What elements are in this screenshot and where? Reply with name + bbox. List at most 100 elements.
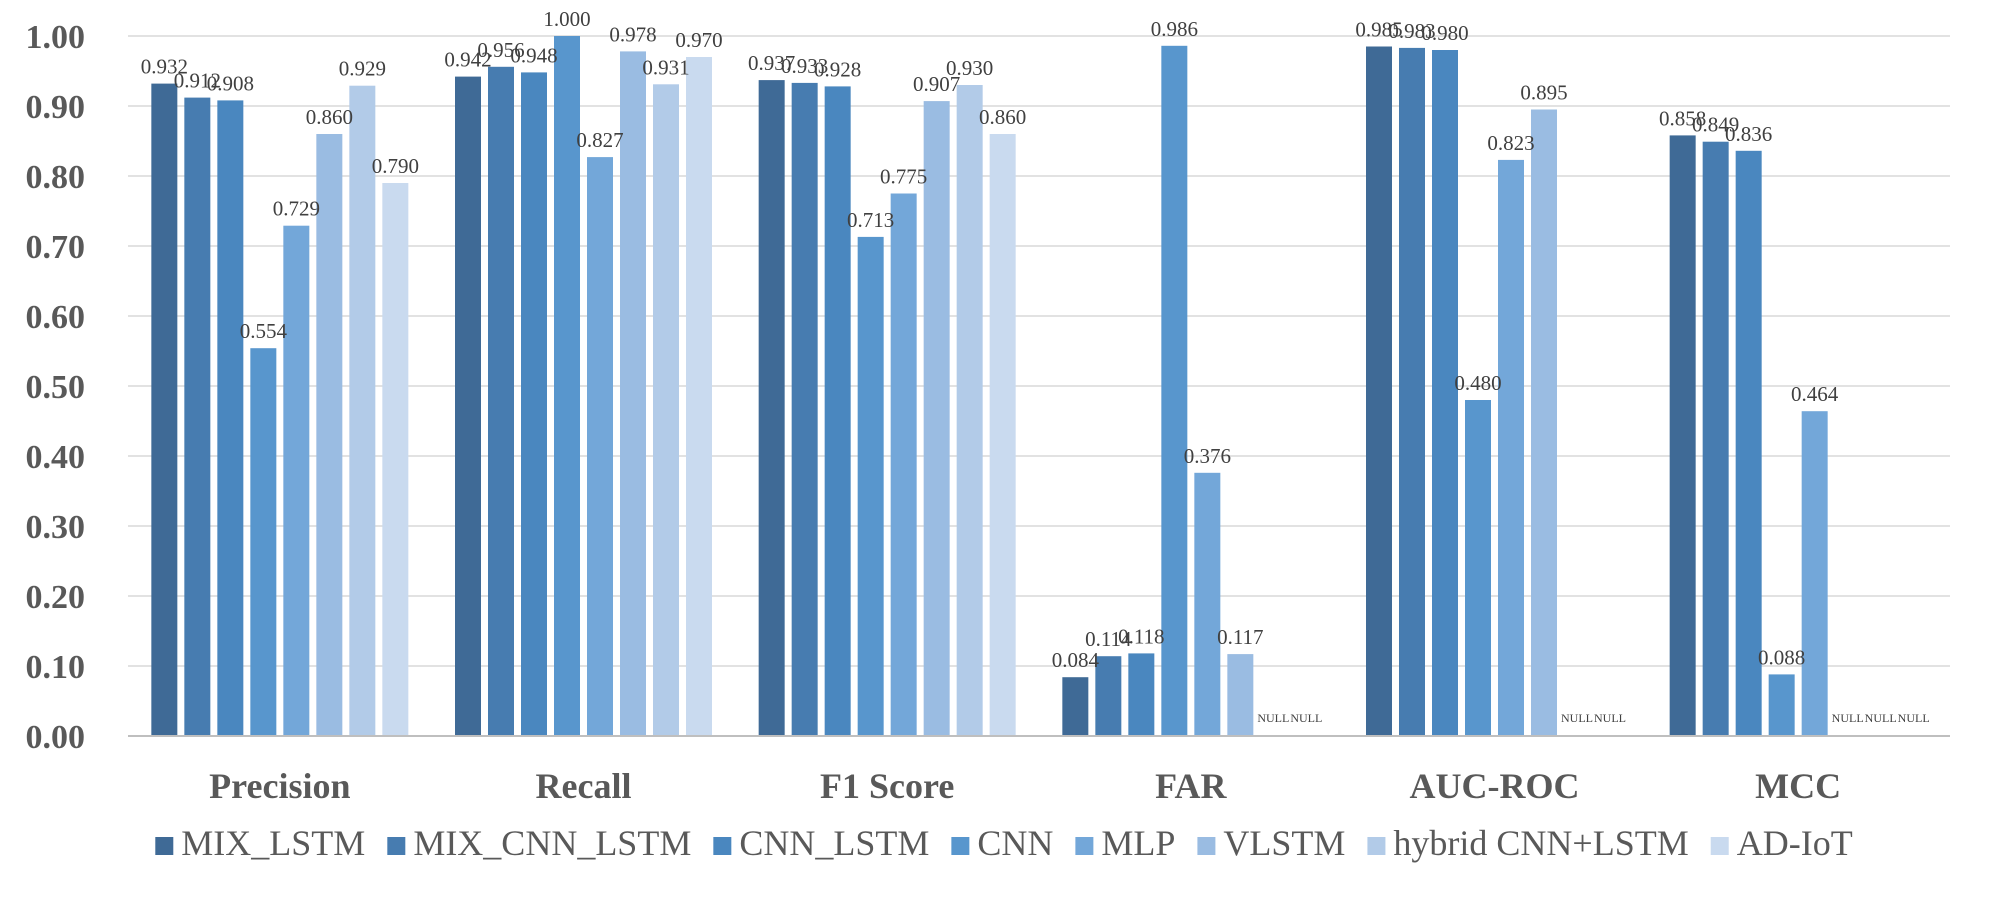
data-label: 0.980: [1421, 21, 1468, 45]
bar: [923, 101, 950, 737]
data-label: 0.930: [946, 56, 993, 80]
bar: [824, 86, 851, 736]
data-label: 0.937: [748, 51, 795, 75]
data-label: 0.942: [444, 48, 491, 72]
legend-item: hybrid CNN+LSTM: [1367, 823, 1689, 863]
bar: [1128, 653, 1155, 736]
legend-label: hybrid CNN+LSTM: [1393, 823, 1688, 863]
bar: [686, 57, 712, 736]
null-label: NULL: [1290, 711, 1322, 725]
data-label: 0.978: [609, 22, 656, 46]
bar: [1161, 45, 1188, 737]
data-label: 0.860: [306, 105, 353, 129]
data-label: 0.790: [372, 154, 419, 178]
null-label: NULL: [1561, 711, 1593, 725]
bar: [1366, 46, 1392, 736]
data-label: 0.895: [1520, 81, 1567, 105]
bar: [587, 157, 613, 737]
data-label: 0.929: [339, 57, 386, 81]
data-label: 0.117: [1217, 625, 1263, 649]
bar: [1801, 411, 1828, 736]
data-label: 0.118: [1118, 624, 1164, 648]
data-label: 0.908: [207, 71, 254, 95]
legend-swatch: [155, 837, 174, 855]
data-label: 0.823: [1487, 131, 1534, 155]
null-label: NULL: [1257, 711, 1289, 725]
legend-swatch: [713, 837, 732, 855]
legend-swatch: [387, 837, 406, 855]
bar: [989, 134, 1016, 736]
legend: MIX_LSTM MIX_CNN_LSTM CNN_LSTM CNN MLP VLSTM h…: [155, 823, 1853, 863]
data-label: 0.928: [814, 57, 861, 81]
bar: [250, 348, 277, 736]
x-category-label: Recall: [536, 766, 632, 806]
bar: [1465, 400, 1491, 736]
data-label: 0.554: [240, 319, 288, 343]
bar: [1735, 150, 1762, 737]
y-tick-label: 0.60: [26, 299, 86, 336]
legend-swatch: [1075, 837, 1094, 855]
legend-item: CNN: [951, 823, 1053, 863]
bar: [521, 72, 547, 736]
bar: [1702, 141, 1729, 736]
legend-label: MLP: [1101, 823, 1175, 863]
bar: [382, 183, 409, 736]
data-label: 0.775: [880, 165, 927, 189]
y-tick-label: 0.50: [26, 369, 86, 406]
x-category-label: F1 Score: [820, 766, 954, 806]
legend-item: VLSTM: [1197, 823, 1345, 863]
data-label: 0.948: [510, 43, 557, 67]
legend-label: MIX_LSTM: [181, 823, 365, 863]
y-tick-label: 0.70: [26, 229, 86, 266]
x-category-label: AUC-ROC: [1410, 766, 1580, 806]
bar: [1095, 656, 1122, 736]
data-label: 0.907: [913, 72, 960, 96]
legend-swatch: [951, 837, 970, 855]
null-label: NULL: [1594, 711, 1626, 725]
y-tick-label: 0.20: [26, 579, 86, 616]
bar: [1194, 472, 1221, 736]
bar: [488, 66, 514, 737]
data-label: 0.985: [1355, 18, 1402, 42]
legend-label: AD-IoT: [1737, 823, 1853, 863]
x-category-label: Precision: [209, 766, 350, 806]
axes: 0.00 0.10 0.20 0.30 0.40 0.50 0.60 0.70 0.80 0.90…: [26, 19, 1950, 806]
data-label: 0.956: [477, 38, 524, 62]
data-label: 0.464: [1791, 382, 1839, 406]
bar: [890, 193, 917, 736]
data-label: 0.849: [1692, 113, 1739, 137]
data-label: 0.713: [847, 208, 894, 232]
bar: [1432, 50, 1458, 736]
legend-swatch: [1197, 837, 1216, 855]
legend-item: MIX_LSTM: [155, 823, 365, 863]
legend-item: AD-IoT: [1710, 823, 1853, 863]
data-label: 0.376: [1184, 444, 1231, 468]
bar: [1227, 654, 1254, 736]
data-label: 0.932: [141, 55, 188, 79]
bar: [217, 100, 244, 736]
data-label: 0.933: [781, 54, 828, 78]
null-label: NULL: [1898, 711, 1930, 725]
bar: [1498, 159, 1524, 736]
bar: [653, 84, 679, 737]
y-tick-label: 1.00: [26, 19, 86, 56]
legend-item: MIX_CNN_LSTM: [387, 823, 691, 863]
legend-item: CNN_LSTM: [713, 823, 929, 863]
data-label: 0.480: [1454, 371, 1501, 395]
bar: [283, 225, 310, 736]
data-label: 0.827: [576, 128, 623, 152]
bar: [184, 97, 211, 737]
legend-item: MLP: [1075, 823, 1175, 863]
legend-label: CNN: [977, 823, 1053, 863]
data-label: 0.114: [1085, 627, 1132, 651]
data-label: 0.970: [675, 28, 722, 52]
x-category-label: MCC: [1755, 766, 1841, 806]
data-label: 0.088: [1758, 645, 1805, 669]
bar: [758, 80, 785, 737]
legend-swatch: [1367, 837, 1386, 855]
null-label: NULL: [1832, 711, 1864, 725]
data-label: 0.084: [1052, 648, 1100, 672]
data-label: 0.836: [1725, 122, 1772, 146]
